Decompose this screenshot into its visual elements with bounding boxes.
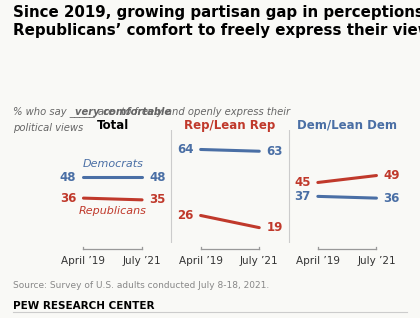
Text: Total: Total (97, 119, 129, 132)
Text: to freely and openly express their: to freely and openly express their (118, 107, 290, 116)
Text: 49: 49 (383, 169, 400, 182)
Text: Republicans: Republicans (79, 206, 147, 216)
Text: PEW RESEARCH CENTER: PEW RESEARCH CENTER (13, 301, 154, 311)
Text: April ’19: April ’19 (296, 256, 340, 266)
Text: Since 2019, growing partisan gap in perceptions of
Republicans’ comfort to freel: Since 2019, growing partisan gap in perc… (13, 5, 420, 38)
Text: 26: 26 (177, 209, 194, 222)
Text: 45: 45 (294, 176, 311, 189)
Text: Rep/Lean Rep: Rep/Lean Rep (184, 119, 276, 132)
Text: 63: 63 (266, 145, 283, 158)
Text: 64: 64 (177, 143, 194, 156)
Text: April ’19: April ’19 (178, 256, 223, 266)
Text: very comfortable: very comfortable (75, 107, 171, 116)
Text: % who say _____ are: % who say _____ are (13, 107, 117, 117)
Text: July ’21: July ’21 (123, 256, 161, 266)
Text: 36: 36 (60, 192, 76, 204)
Text: 37: 37 (294, 190, 311, 203)
Text: July ’21: July ’21 (357, 256, 396, 266)
Text: Source: Survey of U.S. adults conducted July 8-18, 2021.: Source: Survey of U.S. adults conducted … (13, 281, 269, 290)
Text: 35: 35 (149, 193, 165, 206)
Text: 19: 19 (266, 221, 283, 234)
Text: July ’21: July ’21 (240, 256, 278, 266)
Text: 48: 48 (60, 171, 76, 184)
Text: Dem/Lean Dem: Dem/Lean Dem (297, 119, 397, 132)
Text: Democrats: Democrats (82, 159, 143, 169)
Text: April ’19: April ’19 (61, 256, 105, 266)
Text: political views: political views (13, 123, 83, 133)
Text: 48: 48 (149, 171, 165, 184)
Text: 36: 36 (383, 192, 400, 204)
